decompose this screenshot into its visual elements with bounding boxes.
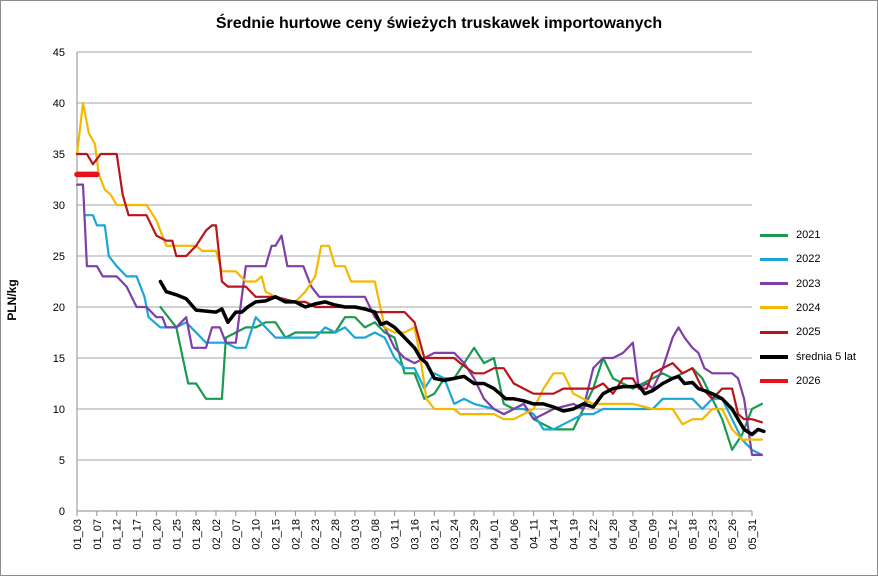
- legend-label: 2021: [796, 229, 821, 241]
- x-tick-label: 02_28: [330, 519, 342, 550]
- legend-item: 2023: [760, 276, 820, 292]
- y-tick-label: 10: [53, 404, 65, 416]
- x-tick-label: 02_07: [231, 519, 243, 550]
- legend-swatch: [760, 233, 788, 237]
- x-tick-label: 01_07: [92, 519, 104, 550]
- legend-swatch: [760, 378, 788, 383]
- y-tick-label: 15: [53, 353, 65, 365]
- x-tick-label: 02_15: [271, 519, 283, 550]
- x-tick-label: 03_24: [449, 519, 461, 550]
- x-tick-label: 01_20: [151, 519, 163, 550]
- x-tick-label: 03_03: [350, 519, 362, 550]
- legend-label: 2026: [796, 374, 821, 387]
- x-tick-label: 05_26: [727, 519, 739, 550]
- x-tick-label: 03_16: [410, 519, 422, 550]
- series-line-4: [75, 152, 764, 424]
- x-tick-label: 04_28: [608, 519, 620, 550]
- x-tick-label: 04_19: [568, 519, 580, 550]
- legend-item: 2021: [760, 227, 820, 243]
- x-tick-label: 04_11: [529, 519, 541, 549]
- x-tick-label: 05_04: [628, 519, 640, 550]
- legend-label: 2025: [796, 326, 821, 339]
- x-tick-label: 03_21: [429, 519, 441, 550]
- y-tick-label: 5: [59, 455, 65, 467]
- x-tick-label: 01_17: [132, 519, 144, 550]
- series-line-3: [75, 101, 764, 441]
- x-tick-label: 02_10: [251, 519, 263, 550]
- x-tick-label: 04_01: [489, 519, 501, 550]
- legend-item: 2022: [760, 251, 820, 267]
- legend-label: 2023: [796, 277, 821, 290]
- legend-label: średnia 5 lat: [796, 350, 856, 363]
- legend-swatch: [760, 354, 788, 359]
- x-tick-label: 02_23: [310, 519, 322, 550]
- legend-swatch: [760, 330, 788, 334]
- legend-swatch: [760, 282, 788, 286]
- x-tick-label: 05_23: [707, 519, 719, 550]
- y-tick-label: 30: [53, 200, 65, 212]
- y-tick-label: 45: [53, 47, 65, 59]
- series-line-1: [83, 214, 764, 456]
- x-tick-label: 04_14: [548, 519, 560, 550]
- chart-title: Średnie hurtowe ceny świeżych truskawek …: [215, 15, 663, 32]
- legend-item: 2025: [760, 324, 820, 340]
- x-tick-label: 03_11: [390, 519, 402, 549]
- y-tick-label: 20: [53, 302, 65, 314]
- legend-item: średnia 5 lat: [760, 349, 856, 365]
- legend-label: 2022: [796, 253, 821, 266]
- x-tick-label: 02_02: [211, 519, 223, 550]
- series-line-5: [158, 279, 766, 437]
- x-tick-label: 02_18: [290, 519, 302, 550]
- x-tick-label: 01_03: [72, 519, 84, 550]
- legend-label: 2024: [796, 301, 821, 314]
- legend-item: 2026: [760, 373, 820, 389]
- x-tick-label: 04_06: [509, 519, 521, 550]
- y-tick-label: 0: [59, 506, 65, 518]
- x-tick-label: 05_09: [648, 519, 660, 550]
- x-tick-label: 05_18: [687, 519, 699, 550]
- y-tick-label: 35: [53, 149, 65, 161]
- x-tick-label: 04_22: [588, 519, 600, 550]
- x-tick-label: 05_31: [747, 519, 759, 550]
- x-tick-label: 05_12: [668, 519, 680, 550]
- series-line-0: [159, 305, 764, 451]
- y-tick-label: 25: [53, 251, 65, 263]
- x-tick-label: 03_29: [469, 519, 481, 550]
- x-tick-label: 03_08: [370, 519, 382, 550]
- x-tick-label: 01_25: [171, 519, 183, 550]
- legend-swatch: [760, 306, 788, 310]
- x-tick-label: 01_28: [191, 519, 203, 550]
- x-tick-label: 01_12: [112, 519, 124, 550]
- legend-swatch: [760, 257, 788, 261]
- legend-item: 2024: [760, 300, 820, 316]
- series-line-2: [75, 183, 764, 456]
- y-tick-label: 40: [53, 98, 65, 110]
